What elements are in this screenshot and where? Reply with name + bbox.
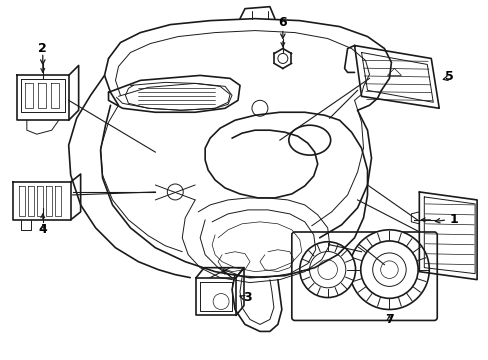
Circle shape xyxy=(372,253,406,287)
Text: 7: 7 xyxy=(384,313,393,326)
Circle shape xyxy=(317,260,337,279)
Circle shape xyxy=(309,252,345,288)
Text: 6: 6 xyxy=(278,16,286,29)
Text: 4: 4 xyxy=(39,223,47,236)
Text: 3: 3 xyxy=(243,291,252,304)
Circle shape xyxy=(360,241,417,298)
Text: 5: 5 xyxy=(444,70,453,83)
Circle shape xyxy=(299,242,355,298)
Text: 2: 2 xyxy=(39,42,47,55)
Circle shape xyxy=(349,230,428,310)
Text: 1: 1 xyxy=(449,213,458,226)
Circle shape xyxy=(380,261,397,278)
